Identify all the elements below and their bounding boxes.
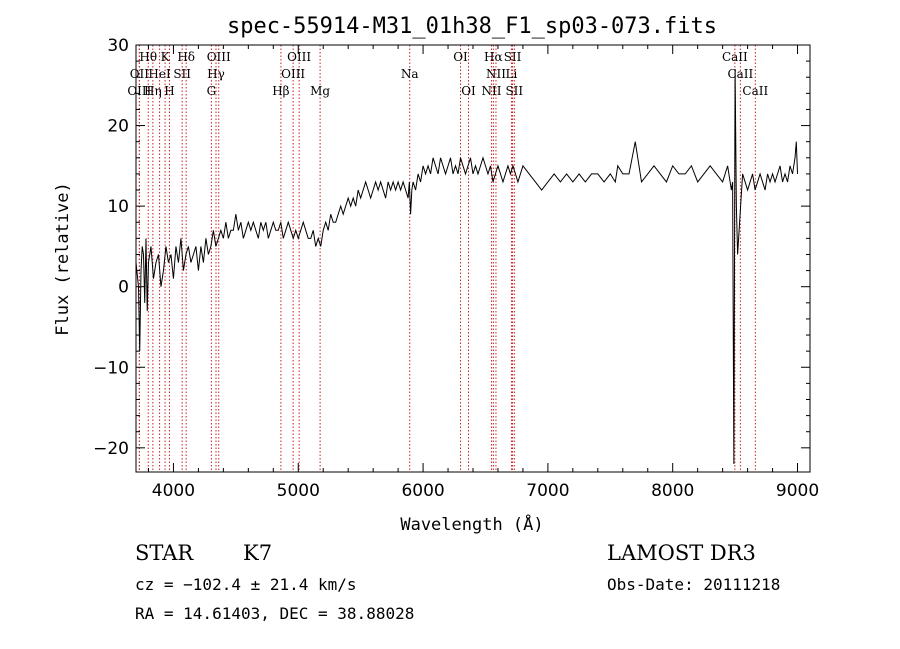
line-label-16: Li [506, 67, 518, 81]
line-label-2: Hδ [177, 50, 195, 64]
y-axis-ticks: −20 −10 0 10 20 30 [93, 36, 810, 459]
line-label-3: OIII [207, 50, 231, 64]
x-tick-label-1: 5000 [277, 481, 320, 501]
observation-date: Obs-Date: 20111218 [607, 575, 780, 594]
line-label-4: OIII [287, 50, 311, 64]
line-label-20: H [164, 84, 174, 98]
line-label-15: NII [486, 67, 506, 81]
line-label-9: OII [130, 67, 150, 81]
line-label-17: CaII [727, 67, 753, 81]
y-tick-label-4: 20 [107, 117, 129, 137]
x-tick-label-4: 8000 [651, 481, 694, 501]
x-axis-ticks: 4000 5000 6000 7000 8000 9000 [147, 45, 819, 501]
line-label-8: CaII [722, 50, 748, 64]
x-tick-label-2: 6000 [401, 481, 444, 501]
x-tick-label-5: 9000 [776, 481, 819, 501]
line-label-22: Hβ [272, 84, 289, 98]
chart-title: spec-55914-M31_01h38_F1_sp03-073.fits [227, 14, 717, 39]
y-tick-label-2: 0 [118, 278, 129, 298]
sky-coordinates: RA = 14.61403, DEC = 38.88028 [135, 604, 414, 623]
y-axis-label: Flux (relative) [53, 182, 73, 336]
line-label-11: SII [173, 67, 191, 81]
y-tick-label-3: 10 [107, 197, 129, 217]
line-label-18: OIII [127, 84, 151, 98]
survey-name: LAMOST DR3 [607, 541, 756, 565]
line-label-21: G [207, 84, 217, 98]
spectrum-line [135, 69, 799, 464]
radial-velocity: cz = −102.4 ± 21.4 km/s [135, 575, 357, 594]
x-tick-label-3: 7000 [526, 481, 569, 501]
y-tick-label-5: 30 [107, 36, 129, 56]
y-tick-label-0: −20 [93, 439, 129, 459]
line-label-6: Hα [484, 50, 503, 64]
x-tick-label-0: 4000 [152, 481, 195, 501]
line-label-13: OIII [281, 67, 305, 81]
line-label-19: Hη [144, 84, 162, 98]
line-label-1: K [161, 50, 171, 64]
y-tick-label-1: −10 [93, 358, 129, 378]
spectral-line-markers [138, 45, 756, 472]
line-label-27: CaII [742, 84, 768, 98]
line-label-0: Hθ [139, 50, 157, 64]
object-subclass: K7 [243, 541, 272, 565]
x-axis-label: Wavelength (Å) [400, 513, 543, 535]
line-label-10: HeI [148, 67, 171, 81]
line-label-12: Hγ [207, 67, 225, 81]
line-label-7: SII [504, 50, 522, 64]
line-label-23: Mg [310, 84, 330, 98]
line-label-25: NII [481, 84, 501, 98]
plot-frame [135, 44, 811, 473]
line-label-26: SII [505, 84, 523, 98]
line-label-14: Na [401, 67, 419, 81]
object-class: STAR [135, 541, 194, 565]
line-label-5: OI [453, 50, 468, 64]
line-label-24: OI [461, 84, 476, 98]
